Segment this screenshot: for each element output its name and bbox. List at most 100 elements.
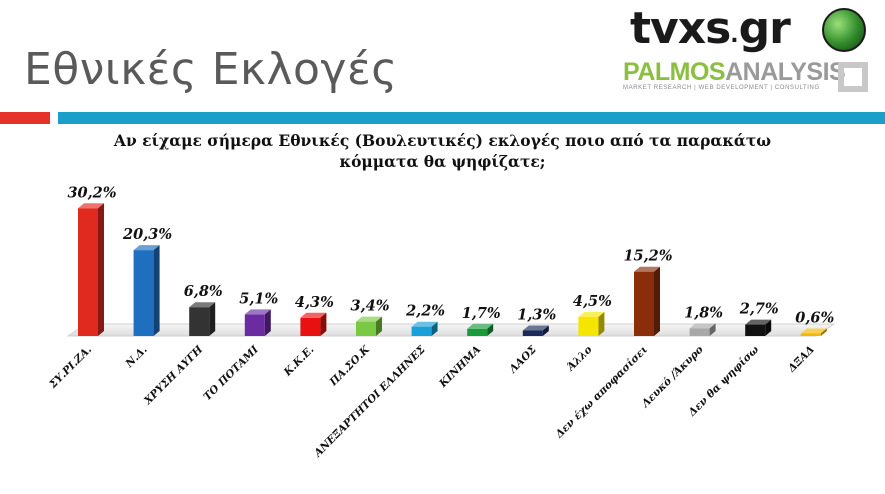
- data-labels-group: 30,2% 20,3% 6,8% 5,1% 4,3% 3,4% 2,2% 1,7% 1,3% 4,…: [67, 184, 834, 326]
- globe-icon: [822, 8, 866, 52]
- tvxs-logo-text: tvxs: [630, 2, 731, 54]
- bar-top-face: [467, 323, 494, 329]
- data-label: 0,6%: [795, 309, 834, 326]
- bar-top-face: [300, 312, 327, 318]
- palmos-logo-square-icon: [838, 62, 868, 92]
- bar-top-face: [689, 323, 716, 329]
- bar-front-face: [244, 314, 265, 336]
- category-label: ΤΟ ΠΟΤΑΜΙ: [201, 343, 261, 403]
- data-label: 20,3%: [122, 226, 172, 243]
- category-label: ΑΝΕΞΑΡΤΗΤΟΙ ΕΛΛΗΝΕΣ: [311, 343, 428, 460]
- header-accent-red: [0, 112, 50, 124]
- bar-front-face: [467, 328, 488, 336]
- data-label: 4,5%: [573, 293, 612, 310]
- bar-top-face: [634, 266, 660, 272]
- bar-top-face: [244, 309, 271, 315]
- palmos-analysis-logo: PALMOSANALYSIS MARKET RESEARCH | WEB DEV…: [623, 58, 846, 91]
- data-label: 5,1%: [239, 290, 278, 307]
- bar-side-face: [431, 321, 438, 336]
- data-label: 1,3%: [517, 307, 556, 324]
- bar-14: [800, 328, 827, 336]
- tvxs-logo-tld: gr: [738, 2, 791, 54]
- category-label: Ν.Δ.: [123, 344, 150, 371]
- data-label: 15,2%: [623, 248, 672, 265]
- bar-11: [634, 266, 660, 336]
- bar-top-face: [522, 325, 549, 331]
- bar-top-face: [356, 316, 382, 322]
- category-label: ΔΞΑΔ: [785, 344, 817, 376]
- bar-front-face: [634, 271, 654, 336]
- bar-front-face: [689, 328, 710, 336]
- bar-front-face: [356, 321, 376, 336]
- bar-front-face: [411, 326, 432, 336]
- bar-12: [689, 323, 716, 336]
- bar-side-face: [209, 302, 216, 336]
- bar-front-face: [133, 250, 154, 336]
- bar-side-face: [320, 312, 327, 336]
- slide-title: Εθνικές Εκλογές: [24, 44, 398, 95]
- data-label: 2,2%: [405, 303, 445, 320]
- tvxs-logo: tvxs. gr: [630, 2, 791, 54]
- data-label: 3,4%: [350, 298, 389, 315]
- palmos-logo-text: PALMOS: [623, 58, 726, 86]
- bar-9: [522, 325, 549, 336]
- bar-top-face: [411, 321, 438, 327]
- bar-front-face: [78, 208, 98, 336]
- bars-group: [78, 203, 827, 336]
- category-label: ΠΑ.ΣΟ.Κ: [327, 343, 373, 389]
- bar-3: [189, 302, 216, 336]
- bar-13: [745, 319, 772, 336]
- bar-7: [411, 321, 438, 336]
- tvxs-logo-dot: .: [730, 22, 739, 48]
- bar-side-face: [709, 323, 716, 336]
- header-accent-teal: [58, 112, 885, 124]
- bar-side-face: [376, 316, 382, 336]
- bar-front-face: [745, 324, 766, 336]
- category-label: Δεν έχω αποφασίσει: [552, 343, 650, 441]
- data-label: 30,2%: [67, 184, 116, 201]
- data-label: 1,8%: [684, 304, 723, 321]
- bar-side-face: [153, 245, 160, 336]
- bar-5: [300, 312, 327, 336]
- bar-side-face: [765, 319, 772, 336]
- bar-side-face: [98, 203, 104, 336]
- category-label: ΛΑΟΣ: [506, 343, 539, 376]
- palmos-logo-tagline: MARKET RESEARCH | WEB DEVELOPMENT | CONS…: [623, 85, 820, 91]
- bar-top-face: [745, 319, 772, 325]
- bar-side-face: [264, 309, 271, 336]
- bar-2: [133, 245, 160, 336]
- bar-top-face: [578, 311, 605, 317]
- bar-4: [244, 309, 271, 336]
- bar-side-face: [487, 323, 494, 336]
- category-label: ΣΥ.ΡΙ.ΖΑ.: [46, 344, 94, 392]
- bar-8: [467, 323, 494, 336]
- data-label: 6,8%: [184, 283, 223, 300]
- chart-floor: [66, 323, 836, 337]
- bar-front-face: [578, 316, 599, 336]
- bar-side-face: [542, 325, 549, 336]
- bar-front-face: [189, 307, 210, 336]
- bar-top-face: [189, 302, 216, 308]
- bar-top-face: [133, 245, 160, 251]
- category-label: Κ.Κ.Ε.: [281, 344, 317, 380]
- bar-front-face: [300, 317, 321, 336]
- bar-front-face: [522, 330, 543, 336]
- data-label: 2,7%: [739, 301, 779, 318]
- bar-top-face: [800, 328, 827, 334]
- category-label: ΧΡΥΣΗ ΑΥΓΗ: [141, 343, 206, 408]
- bar-6: [356, 316, 382, 336]
- category-label: Άλλο: [564, 344, 594, 374]
- bar-side-face: [598, 311, 605, 336]
- bar-1: [78, 203, 104, 336]
- bar-side-face: [820, 328, 827, 336]
- data-label: 1,7%: [462, 305, 501, 322]
- bar-front-face: [800, 333, 821, 336]
- chart-title: Αν είχαμε σήμερα Εθνικές (Βουλευτικές) ε…: [113, 131, 772, 171]
- analysis-logo-text: ANALYSIS: [725, 58, 846, 86]
- bar-10: [578, 311, 605, 336]
- bar-side-face: [654, 266, 660, 336]
- data-label: 4,3%: [295, 294, 334, 311]
- bar-top-face: [78, 203, 104, 209]
